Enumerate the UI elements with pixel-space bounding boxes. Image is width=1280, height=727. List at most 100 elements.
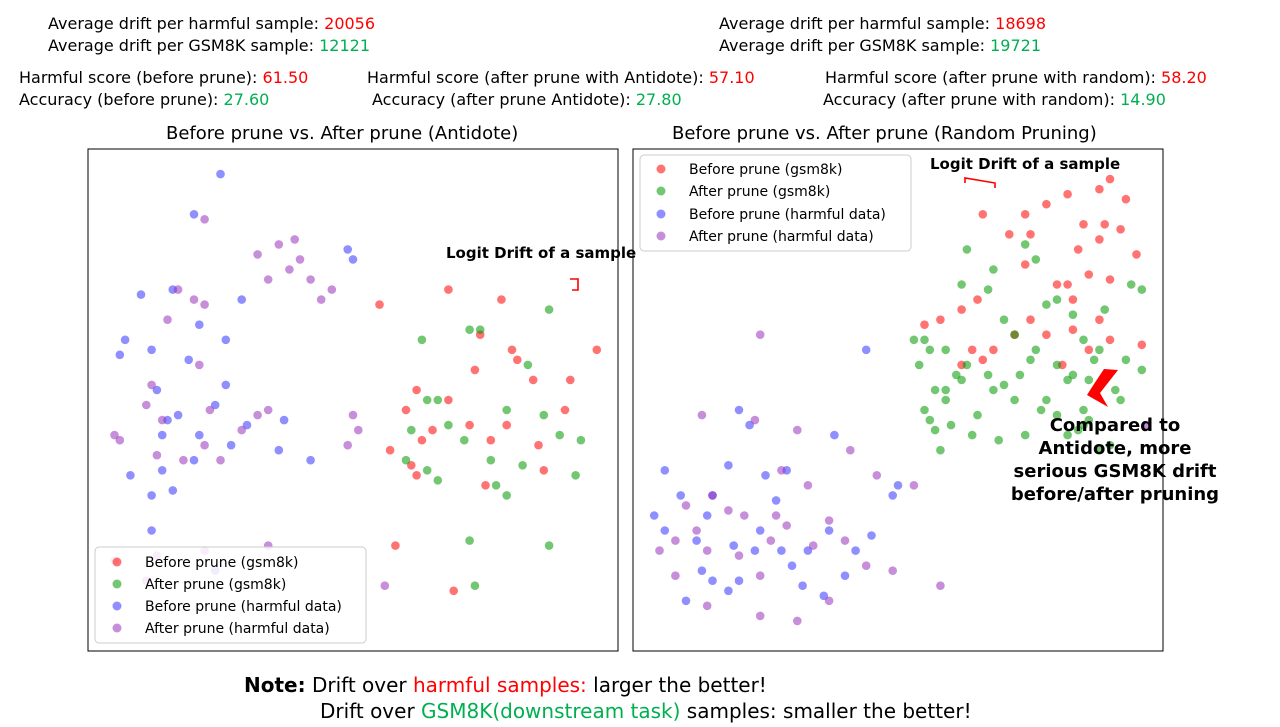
point-chart1-series2-28: [888, 491, 897, 500]
point-chart0-series3-9: [327, 285, 337, 294]
point-chart1-series0-24: [989, 345, 998, 355]
point-chart1-series1-8: [1079, 335, 1088, 345]
legend-box: [639, 154, 912, 252]
note-label: Note:: [244, 673, 306, 697]
point-chart1-series1-24: [941, 345, 950, 355]
point-chart1-series3-26: [793, 616, 802, 626]
point-chart1-series3-13: [671, 536, 680, 545]
point-chart1-series2-30: [734, 576, 744, 585]
point-chart0-series3-17: [157, 415, 167, 425]
point-chart0-series2-30: [274, 445, 284, 455]
point-chart1-series2-1: [734, 405, 744, 415]
right-drift-harmful: Average drift per harmful sample: 18698: [719, 14, 1046, 34]
point-chart1-series3-4: [846, 445, 855, 455]
point-chart0-series2-15: [195, 430, 204, 440]
point-chart0-series3-4: [263, 275, 273, 284]
point-chart1-series1-5: [1052, 295, 1062, 304]
point-chart0-series0-8: [417, 435, 427, 445]
label: Average drift per harmful sample:: [719, 14, 991, 33]
point-chart1-series3-7: [777, 466, 786, 475]
point-chart0-series0-13: [502, 420, 512, 430]
point-chart1-series0-4: [1105, 174, 1115, 184]
point-chart1-series3-2: [750, 415, 760, 425]
callout-line-3: serious GSM8K drift: [1014, 461, 1217, 482]
point-chart1-series0-5: [1121, 194, 1131, 204]
value: 20056: [324, 14, 376, 33]
label: Accuracy (after prune Antidote):: [372, 90, 631, 109]
point-chart1-series2-17: [750, 546, 760, 555]
legend-label: After prune (gsm8k): [689, 184, 830, 200]
point-chart0-series3-21: [237, 425, 246, 435]
point-chart0-series2-3: [195, 320, 204, 330]
legend-label: Before prune (harmful data): [145, 599, 342, 615]
point-chart0-series0-6: [497, 295, 506, 304]
point-chart1-series0-0: [978, 210, 988, 219]
note-text: larger the better!: [593, 673, 767, 697]
point-chart0-series3-35: [380, 581, 390, 590]
point-chart1-series3-18: [824, 516, 834, 525]
point-chart0-series0-12: [534, 440, 543, 450]
point-chart1-series1-50: [973, 410, 982, 420]
point-chart1-series1-14: [983, 285, 993, 294]
point-chart0-series0-17: [560, 405, 570, 415]
point-chart0-series2-29: [279, 415, 289, 425]
point-chart1-series1-55: [1042, 395, 1051, 405]
point-chart0-series3-14: [195, 360, 204, 370]
point-chart0-series3-20: [253, 410, 262, 420]
value: 14.90: [1120, 90, 1166, 109]
point-chart1-series3-22: [936, 581, 945, 590]
acc-random: Accuracy (after prune with random): 14.9…: [823, 90, 1166, 110]
value: 12121: [319, 36, 371, 55]
chart-title-random: Before prune vs. After prune (Random Pru…: [672, 123, 1097, 144]
point-chart1-series3-27: [824, 596, 834, 606]
point-chart1-series1-53: [1015, 370, 1025, 380]
point-chart0-series2-4: [221, 335, 231, 345]
legend-marker: [656, 209, 666, 219]
point-chart1-series1-17: [1031, 345, 1041, 355]
point-chart1-series1-52: [999, 380, 1009, 390]
point-chart1-series2-22: [708, 576, 717, 585]
point-chart1-series3-30: [1142, 420, 1152, 430]
point-chart0-series3-5: [306, 275, 315, 284]
point-chart0-series1-16: [401, 455, 411, 465]
point-chart1-series0-12: [1020, 260, 1030, 269]
point-chart1-series1-27: [989, 385, 998, 395]
legend-label: Before prune (gsm8k): [145, 555, 298, 571]
point-chart1-series1-7: [1089, 355, 1099, 365]
legend-box: [94, 546, 367, 644]
point-chart0-series3-3: [253, 250, 262, 259]
point-chart0-series0-23: [401, 405, 411, 415]
point-chart0-series0-21: [449, 586, 459, 596]
point-chart1-series0-34: [957, 305, 966, 314]
point-chart0-series1-8: [433, 395, 443, 405]
point-chart1-series1-56: [1052, 410, 1062, 420]
point-chart1-series3-32: [771, 511, 781, 520]
point-chart1-series2-7: [761, 471, 770, 480]
point-chart1-series2-25: [840, 571, 850, 580]
point-chart1-series1-38: [920, 405, 929, 415]
point-chart1-series1-32: [1116, 395, 1125, 405]
point-chart1-series1-46: [925, 415, 935, 425]
red-arrow-icon: [1087, 369, 1118, 407]
point-chart1-series1-18: [1052, 360, 1062, 370]
point-chart0-series1-12: [491, 481, 501, 490]
legend-label: After prune (harmful data): [689, 229, 874, 245]
point-chart1-series0-11: [1132, 250, 1141, 259]
point-chart1-series0-26: [1026, 315, 1035, 325]
point-chart0-series2-26: [147, 526, 156, 535]
point-chart1-series1-2: [1020, 240, 1030, 249]
point-chart1-series3-25: [755, 611, 765, 621]
point-chart0-series3-25: [200, 440, 209, 450]
point-chart1-series2-0: [861, 345, 871, 355]
point-chart1-series2-13: [649, 511, 659, 520]
point-chart1-series3-0: [755, 330, 765, 340]
point-chart1-series1-0: [962, 245, 972, 254]
point-chart0-series3-33: [354, 425, 363, 435]
point-chart0-series1-11: [422, 466, 432, 475]
note-line-1: Note: Drift over harmful samples: larger…: [244, 672, 767, 698]
point-chart1-series0-13: [1052, 280, 1062, 289]
note-highlight: harmful samples:: [413, 673, 587, 697]
point-chart1-series1-20: [1084, 375, 1094, 385]
point-chart1-series1-58: [1073, 425, 1083, 435]
